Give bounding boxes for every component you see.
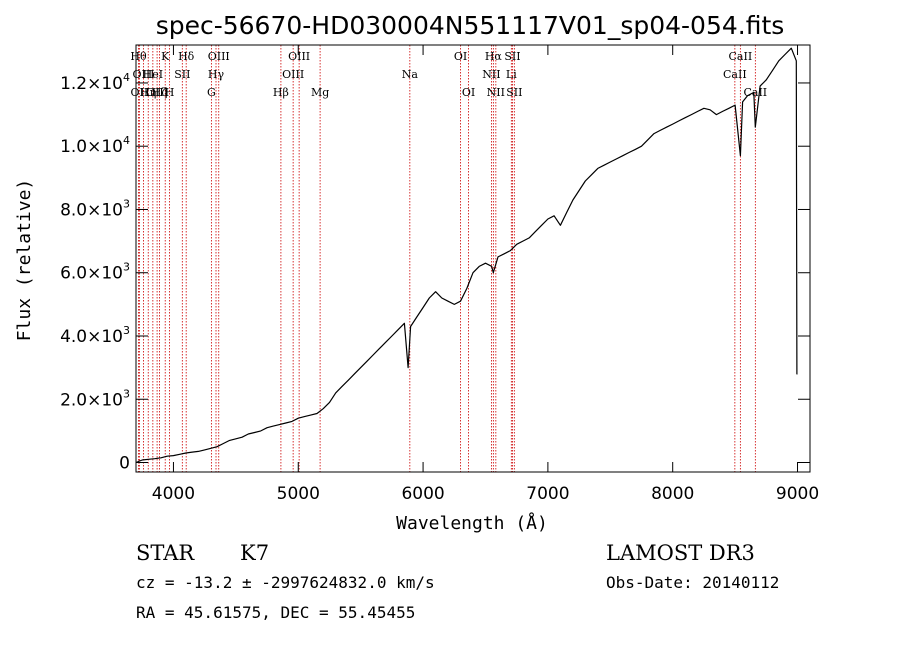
- x-tick-label: 5000: [277, 484, 320, 504]
- chart-title: spec-56670-HD030004N551117V01_sp04-054.f…: [156, 11, 785, 40]
- y-tick-exponent: 4: [123, 71, 130, 84]
- plot-frame: [135, 44, 811, 473]
- marker-label: OI: [462, 86, 475, 99]
- marker-label: Hθ: [130, 50, 147, 63]
- x-tick-label: 6000: [401, 484, 444, 504]
- marker-label: OIII: [208, 50, 230, 63]
- redshift-line: cz = -13.2 ± -2997624832.0 km/s: [136, 573, 435, 592]
- y-tick-mantissa: 0: [119, 454, 130, 474]
- object-subclass: K7: [240, 541, 269, 565]
- y-axis-ticks: 02.0×1034.0×1036.0×1038.0×1031.0×1041.2×…: [60, 71, 810, 474]
- marker-label: CaII: [723, 68, 747, 81]
- x-axis-ticks: 4000 5000 6000 7000 8000 9000: [152, 45, 819, 504]
- marker-label: Hδ: [178, 50, 195, 63]
- marker-label: Hζ: [152, 86, 168, 99]
- y-tick-label: 0: [119, 454, 130, 474]
- obs-date: Obs-Date: 20140112: [606, 573, 779, 592]
- y-tick-exponent: 4: [123, 134, 130, 147]
- y-tick-label: 2.0×103: [60, 387, 130, 410]
- marker-label: Hη: [140, 86, 156, 99]
- spectral-line-markers: [138, 45, 756, 472]
- marker-label: G: [207, 86, 216, 99]
- x-tick-label: 4000: [152, 484, 195, 504]
- y-tick-mantissa: 1.2×10: [60, 74, 123, 94]
- x-axis-label: Wavelength (Å): [396, 512, 548, 534]
- spectrum-line: [135, 47, 798, 464]
- y-tick-mantissa: 1.0×10: [60, 137, 123, 157]
- marker-label: HeI: [143, 68, 163, 81]
- y-tick-label: 1.2×104: [60, 71, 130, 94]
- marker-label: Mg: [311, 86, 329, 99]
- y-tick-exponent: 3: [123, 261, 130, 274]
- y-axis-label: Flux (relative): [14, 179, 35, 342]
- marker-label: Hβ: [273, 86, 289, 99]
- survey-name: LAMOST DR3: [606, 541, 755, 565]
- marker-label: OIII: [132, 68, 154, 81]
- marker-label: OIII: [146, 86, 168, 99]
- object-class: STAR: [136, 541, 195, 565]
- marker-label: SII: [504, 50, 520, 63]
- spectral-line-labels: HθOIIOIIIHηHeIOIIIHζKHSIIHδGHγOIIIHβOIII…: [130, 50, 767, 99]
- marker-label: OIII: [282, 68, 304, 81]
- y-tick-exponent: 3: [123, 197, 130, 210]
- ra-dec-line: RA = 45.61575, DEC = 55.45455: [136, 603, 415, 622]
- marker-label: CaII: [743, 86, 767, 99]
- x-tick-label: 8000: [651, 484, 694, 504]
- y-tick-exponent: 3: [123, 324, 130, 337]
- y-tick-exponent: 3: [123, 387, 130, 400]
- y-tick-label: 4.0×103: [60, 324, 130, 347]
- marker-label: Na: [402, 68, 419, 81]
- x-tick-label: 7000: [526, 484, 569, 504]
- marker-label: CaII: [729, 50, 753, 63]
- marker-label: Hα: [485, 50, 503, 63]
- y-tick-mantissa: 8.0×10: [60, 200, 123, 220]
- y-tick-label: 8.0×103: [60, 197, 130, 220]
- marker-label: OIII: [288, 50, 310, 63]
- y-tick-label: 6.0×103: [60, 261, 130, 284]
- marker-label: NII: [487, 86, 505, 99]
- marker-label: NII: [482, 68, 500, 81]
- spectrum-series: [135, 47, 798, 464]
- y-tick-mantissa: 4.0×10: [60, 327, 123, 347]
- marker-label: Li: [506, 68, 517, 81]
- marker-label: SII: [174, 68, 190, 81]
- y-tick-mantissa: 6.0×10: [60, 264, 123, 284]
- marker-label: Hγ: [208, 68, 225, 81]
- marker-label: OII: [131, 86, 149, 99]
- y-tick-mantissa: 2.0×10: [60, 390, 123, 410]
- marker-label: SII: [506, 86, 522, 99]
- marker-label: OI: [454, 50, 467, 63]
- y-tick-label: 1.0×104: [60, 134, 130, 157]
- marker-label: K: [161, 50, 170, 63]
- marker-label: H: [165, 86, 175, 99]
- x-tick-label: 9000: [776, 484, 819, 504]
